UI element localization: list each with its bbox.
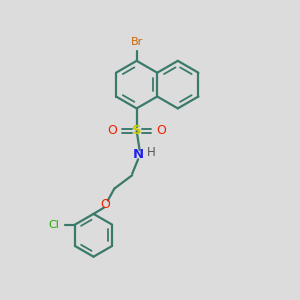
Text: S: S bbox=[132, 124, 141, 137]
Text: O: O bbox=[100, 198, 110, 211]
Text: O: O bbox=[157, 124, 166, 137]
Text: O: O bbox=[107, 124, 117, 137]
Text: Cl: Cl bbox=[49, 220, 59, 230]
Text: H: H bbox=[146, 146, 155, 160]
Text: Br: Br bbox=[130, 38, 143, 47]
Text: N: N bbox=[133, 148, 144, 161]
